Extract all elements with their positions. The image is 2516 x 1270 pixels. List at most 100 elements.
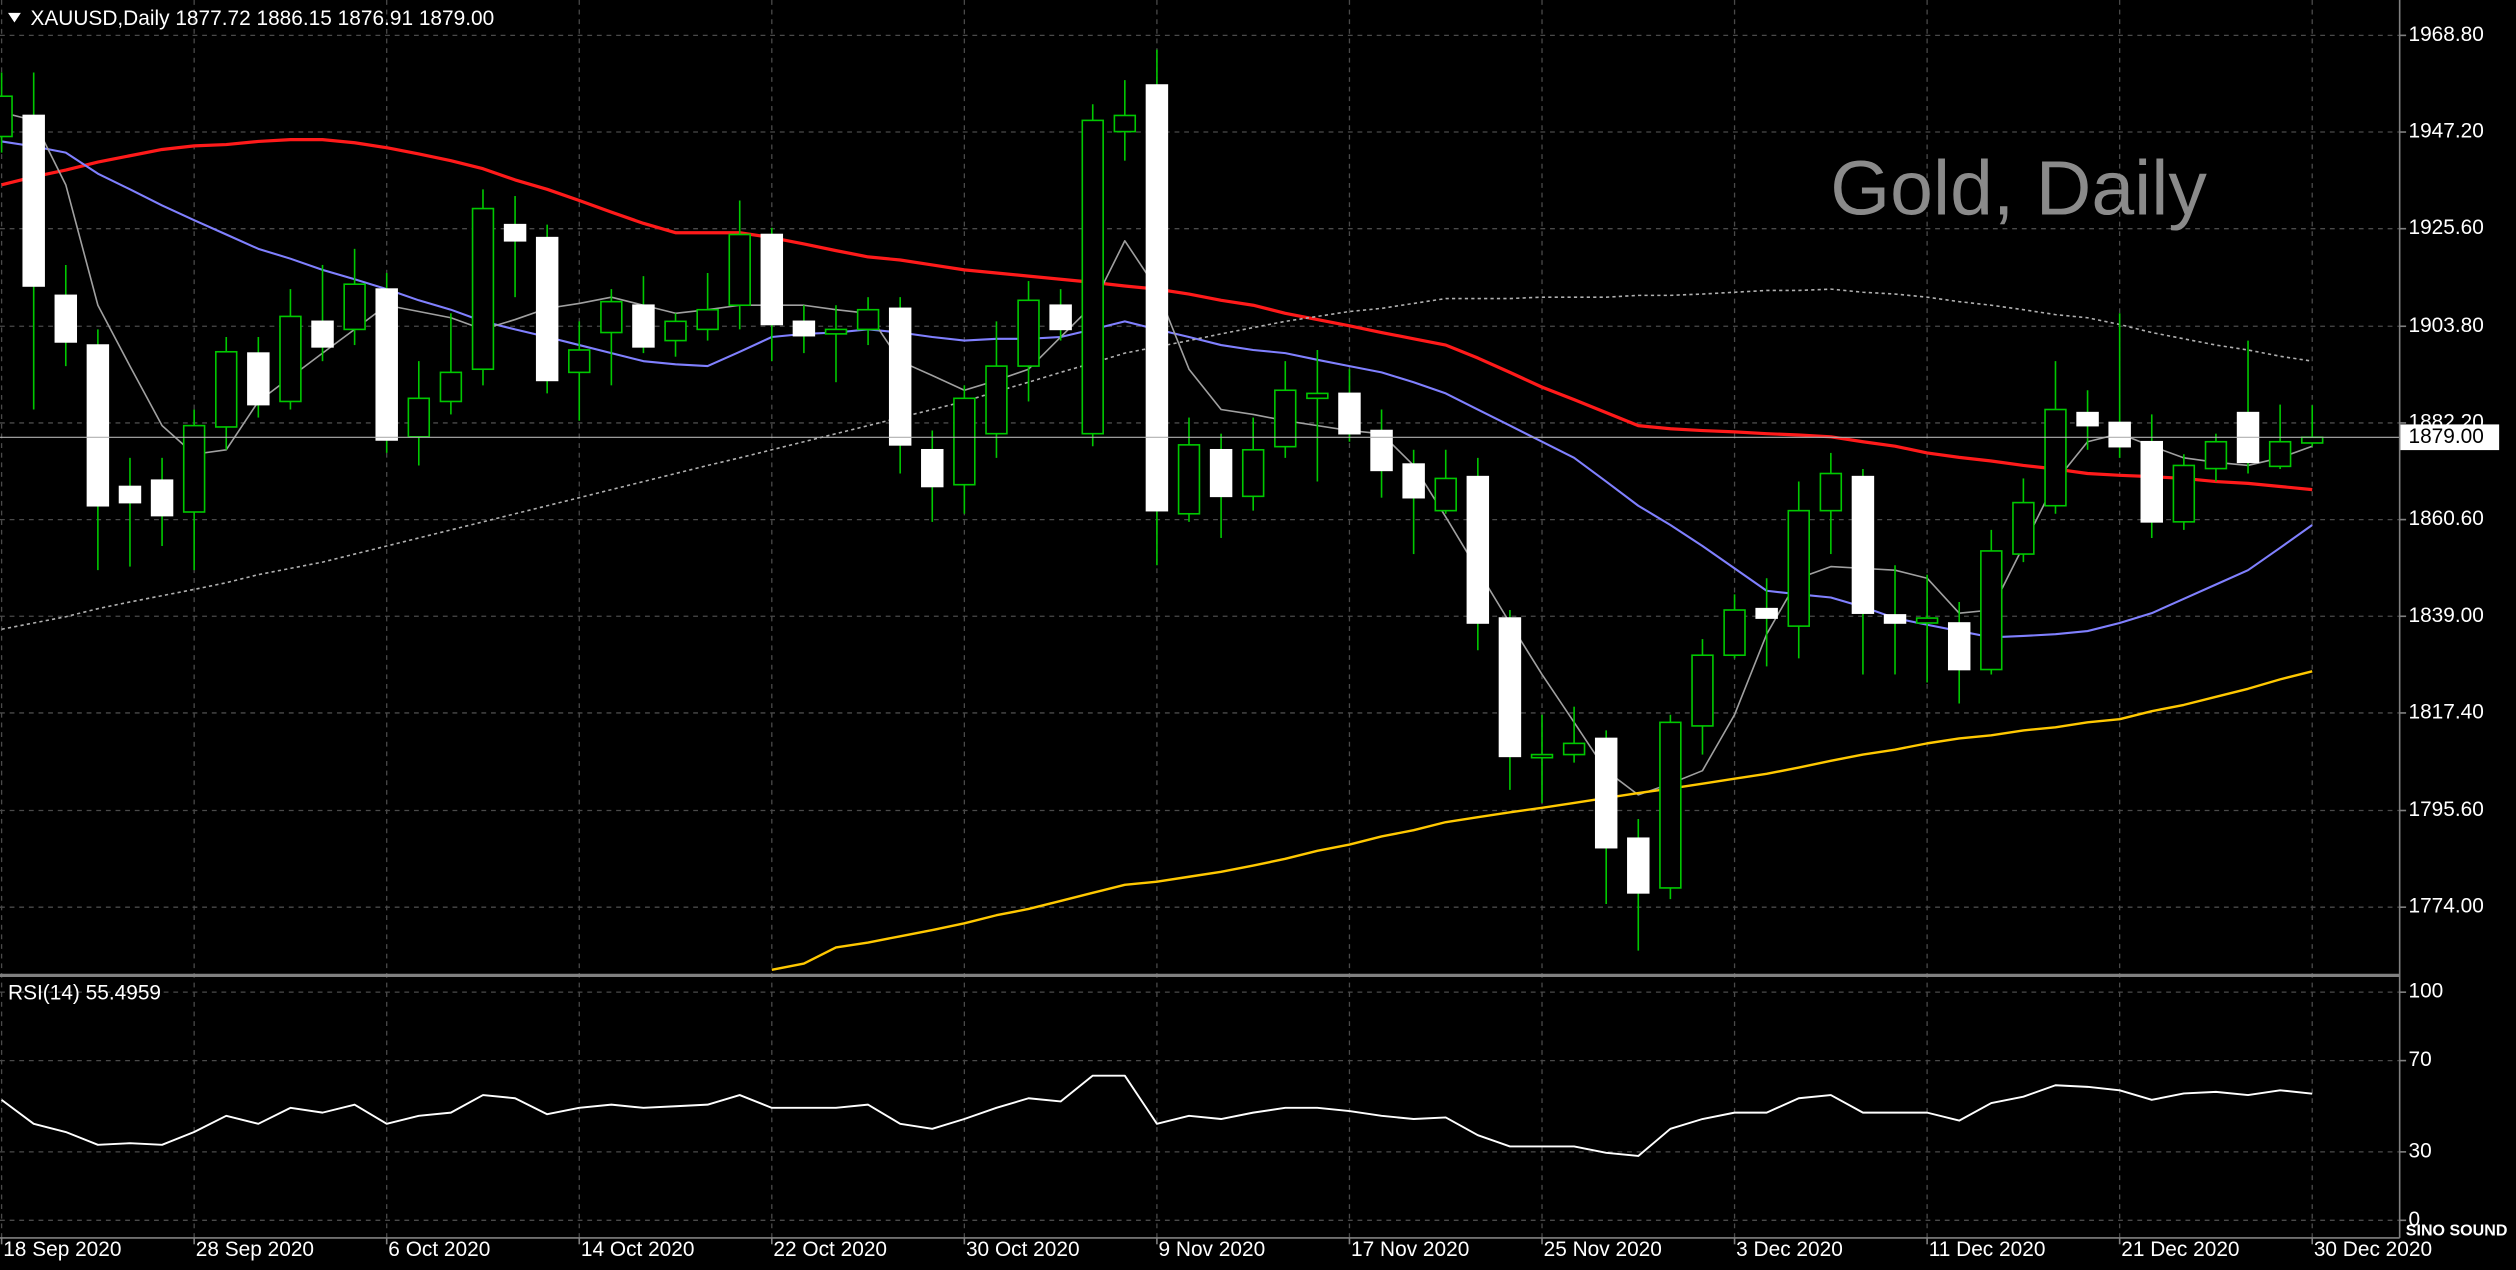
rsi-title: RSI(14) 55.4959: [8, 981, 161, 1004]
candle-body: [1466, 475, 1490, 624]
candle-body: [1370, 429, 1393, 472]
candle-body: [1819, 472, 1843, 512]
candle-body: [1177, 444, 1201, 515]
candle-body: [2108, 421, 2131, 448]
y-tick-label: 100: [2408, 980, 2443, 1003]
candle-body: [54, 294, 78, 343]
chart-header: XAUUSD,Daily 1877.72 1886.15 1876.91 187…: [30, 7, 494, 30]
candle-body: [888, 307, 912, 446]
candle-body: [1049, 304, 1072, 331]
candle-body: [1017, 299, 1040, 367]
last-price-box: [2399, 424, 2500, 451]
candle-body: [150, 479, 174, 517]
candle-body: [1659, 721, 1682, 889]
moving-average-line: [771, 670, 2313, 972]
candle-body: [2076, 411, 2099, 427]
candle-body: [22, 114, 45, 287]
candle-body: [1498, 617, 1522, 758]
candle-body: [1145, 84, 1169, 512]
candle-body: [824, 328, 848, 335]
x-tick-label: 30 Dec 2020: [2314, 1238, 2432, 1261]
x-tick-label: 11 Dec 2020: [1929, 1238, 2046, 1261]
candle-body: [2012, 501, 2035, 555]
candle-body: [2300, 436, 2324, 444]
y-tick-label: 1947.20: [2408, 120, 2483, 143]
candle-body: [2204, 440, 2228, 470]
candle-body: [407, 397, 431, 438]
candle-body: [1594, 737, 1618, 849]
candle-body: [1627, 837, 1650, 894]
logo: SINO SOUND: [2406, 1222, 2508, 1240]
x-tick-label: 28 Sep 2020: [196, 1238, 314, 1261]
candle-body: [1434, 477, 1457, 512]
candle-body: [1851, 475, 1875, 614]
candle-body: [728, 233, 751, 307]
last-price-label: 1879.00: [2408, 425, 2483, 448]
candle-body: [1530, 753, 1554, 759]
candle-body: [471, 207, 495, 371]
candle-body: [535, 236, 559, 382]
x-tick-label: 9 Nov 2020: [1159, 1238, 1266, 1261]
candle-body: [600, 300, 623, 334]
candle-body: [311, 320, 334, 348]
candle-body: [215, 350, 238, 428]
candle-body: [1980, 550, 2003, 671]
candle-body: [247, 352, 270, 406]
candle-body: [760, 233, 784, 326]
y-tick-label: 1839.00: [2408, 604, 2483, 627]
candle-body: [1723, 609, 1746, 657]
y-tick-label: 0: [2408, 1208, 2420, 1231]
candle-body: [696, 308, 719, 331]
y-tick-label: 70: [2408, 1048, 2431, 1071]
y-tick-label: 1860.60: [2408, 507, 2483, 530]
candle-body: [2140, 440, 2163, 523]
candle-body: [1241, 448, 1265, 498]
y-tick-label: 1817.40: [2408, 700, 2483, 723]
y-tick-label: 1968.80: [2408, 23, 2483, 46]
candle-body: [2172, 464, 2196, 523]
candle-body: [118, 485, 142, 504]
candle-body: [632, 304, 655, 348]
candle-body: [985, 365, 1008, 435]
candle-body: [664, 320, 687, 342]
candle-body: [1274, 389, 1297, 448]
candle-body: [375, 288, 398, 441]
candle-body: [1113, 114, 1137, 133]
x-tick-label: 17 Nov 2020: [1351, 1238, 1469, 1261]
candle-body: [953, 397, 976, 486]
candle-body: [921, 448, 944, 488]
x-tick-label: 14 Oct 2020: [581, 1238, 695, 1261]
x-tick-label: 3 Dec 2020: [1736, 1238, 1843, 1261]
candle-body: [279, 315, 302, 403]
candle-body: [792, 320, 816, 337]
candle-body: [343, 283, 366, 331]
y-tick-label: 1925.60: [2408, 216, 2483, 239]
candle-body: [2044, 408, 2067, 507]
candle-body: [1562, 742, 1586, 756]
candle-body: [1883, 614, 1907, 624]
x-tick-label: 22 Oct 2020: [773, 1238, 887, 1261]
candle-body: [0, 95, 13, 138]
candle-body: [1338, 392, 1361, 435]
x-tick-label: 25 Nov 2020: [1544, 1238, 1662, 1261]
candle-body: [856, 308, 880, 331]
y-tick-label: 1795.60: [2408, 798, 2483, 821]
watermark: Gold, Daily: [1830, 146, 2207, 232]
y-tick-label: 30: [2408, 1139, 2431, 1162]
candle-body: [1209, 448, 1233, 498]
candle-body: [439, 371, 463, 403]
candle-body: [2268, 440, 2292, 468]
symbol-menu-icon[interactable]: [8, 12, 21, 23]
candle-body: [86, 344, 110, 507]
candle-body: [1947, 622, 1971, 671]
y-tick-label: 1903.80: [2408, 314, 2483, 337]
candle-body: [1915, 617, 1939, 624]
candle-body: [1081, 119, 1104, 435]
x-tick-label: 6 Oct 2020: [388, 1238, 490, 1261]
candle-body: [568, 349, 591, 374]
x-tick-label: 18 Sep 2020: [3, 1238, 121, 1261]
candle-body: [503, 223, 527, 242]
candle-body: [1402, 463, 1425, 499]
